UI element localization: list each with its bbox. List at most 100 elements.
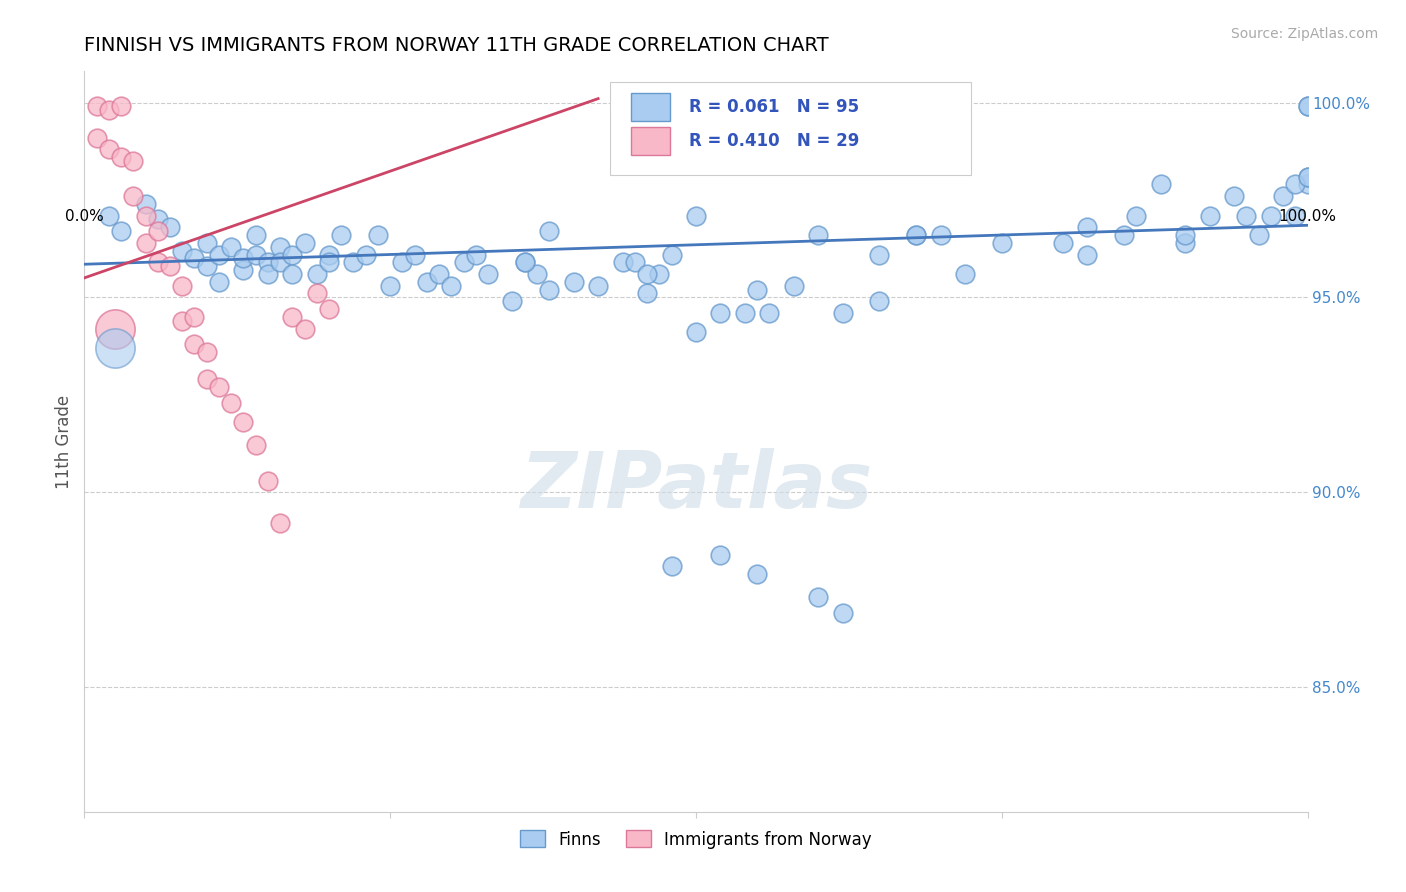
Point (1236, 209, 1258, 223)
Point (1076, 220, 1098, 235)
Point (905, 227, 928, 242)
Point (135, 209, 157, 223)
Point (269, 516, 291, 531)
Point (305, 286, 328, 301)
Legend: Finns, Immigrants from Norway: Finns, Immigrants from Norway (513, 823, 879, 855)
Point (709, 548, 731, 562)
Point (195, 259, 218, 273)
Point (219, 395, 242, 409)
Point (245, 438, 267, 452)
Point (734, 306, 756, 320)
Point (747, 567, 769, 582)
Point (146, 212, 169, 227)
Point (281, 247, 304, 261)
Point (1076, 247, 1098, 261)
Point (1114, 227, 1136, 242)
Point (526, 267, 548, 281)
Point (991, 235, 1014, 250)
Point (1272, 189, 1295, 203)
Text: Source: ZipAtlas.com: Source: ZipAtlas.com (1230, 27, 1378, 41)
Point (269, 240, 291, 254)
Point (391, 255, 413, 269)
Point (294, 235, 316, 250)
Point (122, 153, 145, 168)
Point (380, 278, 402, 293)
Point (86, 99, 108, 113)
Point (172, 278, 194, 293)
Point (1296, 99, 1319, 113)
Point (257, 255, 280, 269)
Point (1052, 235, 1074, 250)
Point (305, 267, 328, 281)
Point (245, 247, 267, 261)
Point (269, 255, 291, 269)
Point (281, 310, 304, 324)
Point (464, 247, 486, 261)
Text: R = 0.410   N = 29: R = 0.410 N = 29 (689, 132, 859, 150)
Point (783, 278, 806, 293)
Point (869, 247, 891, 261)
Point (195, 372, 218, 386)
Point (104, 321, 127, 335)
Point (502, 294, 524, 309)
Point (807, 591, 830, 605)
Bar (631, 93, 671, 121)
Point (636, 267, 658, 281)
Point (1150, 178, 1173, 192)
Point (1223, 189, 1246, 203)
Point (146, 255, 169, 269)
Point (245, 227, 267, 242)
Point (1296, 99, 1319, 113)
Point (183, 310, 205, 324)
Point (404, 247, 426, 261)
Point (612, 255, 634, 269)
Point (110, 99, 132, 113)
Point (195, 235, 218, 250)
Point (1247, 227, 1270, 242)
Text: 100.0%: 100.0% (1278, 209, 1337, 224)
Point (318, 247, 340, 261)
Point (477, 267, 499, 281)
Point (1296, 178, 1319, 192)
Point (1296, 169, 1319, 184)
Point (172, 244, 194, 258)
Point (318, 301, 340, 316)
Point (195, 345, 218, 359)
Point (1125, 209, 1147, 223)
Point (427, 267, 450, 281)
Point (636, 286, 658, 301)
Point (318, 255, 340, 269)
Point (586, 278, 609, 293)
Point (1174, 235, 1197, 250)
Point (905, 227, 928, 242)
Point (159, 259, 181, 273)
Point (440, 278, 463, 293)
Point (831, 306, 853, 320)
Point (97, 142, 120, 156)
Point (330, 227, 353, 242)
Point (831, 606, 853, 620)
Point (709, 306, 731, 320)
Point (97, 209, 120, 223)
Point (538, 224, 561, 238)
Point (97, 103, 120, 118)
Point (110, 150, 132, 164)
Point (159, 220, 181, 235)
Point (183, 252, 205, 266)
Point (624, 255, 647, 269)
Point (257, 474, 280, 488)
Point (953, 267, 976, 281)
Point (1284, 209, 1306, 223)
Bar (631, 127, 671, 155)
Point (294, 321, 316, 335)
Point (661, 247, 683, 261)
Point (208, 380, 231, 394)
Point (135, 197, 157, 211)
Point (869, 294, 891, 309)
Point (232, 415, 254, 429)
Point (122, 189, 145, 203)
Point (219, 240, 242, 254)
Point (146, 224, 169, 238)
Point (513, 255, 536, 269)
Point (562, 275, 585, 289)
